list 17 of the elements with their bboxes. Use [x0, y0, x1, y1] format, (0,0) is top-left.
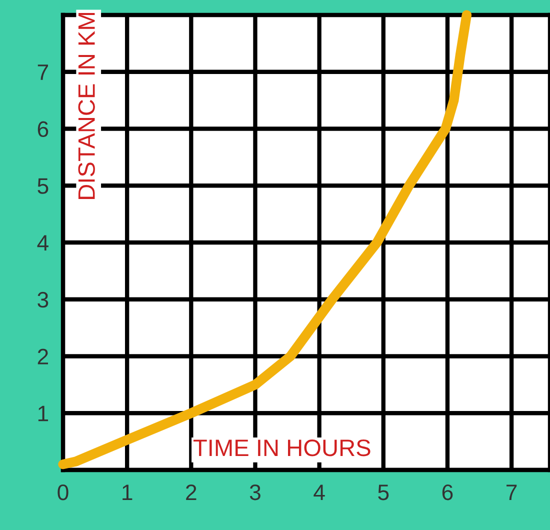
- y-tick-label: 5: [38, 178, 48, 194]
- y-tick-label: 7: [38, 64, 48, 80]
- x-tick-label: 1: [122, 484, 132, 500]
- x-tick-label: 2: [186, 484, 196, 500]
- y-tick-label: 6: [38, 121, 48, 138]
- y-tick-label: 1: [38, 406, 48, 422]
- x-tick-label: 6: [442, 484, 453, 500]
- y-tick-label: 3: [38, 292, 48, 308]
- x-tick-label: 7: [506, 484, 517, 500]
- x-tick-label: 3: [250, 484, 260, 500]
- y-tick-label: 4: [37, 235, 48, 251]
- y-axis-title: DISTANCE IN KM: [78, 13, 95, 199]
- x-tick-label: 5: [378, 484, 389, 500]
- y-tick-label: 2: [38, 348, 48, 364]
- x-tick-label: 4: [314, 484, 325, 500]
- x-tick-label: 0: [58, 484, 68, 500]
- x-axis-title: TIME IN HOURS: [193, 440, 370, 456]
